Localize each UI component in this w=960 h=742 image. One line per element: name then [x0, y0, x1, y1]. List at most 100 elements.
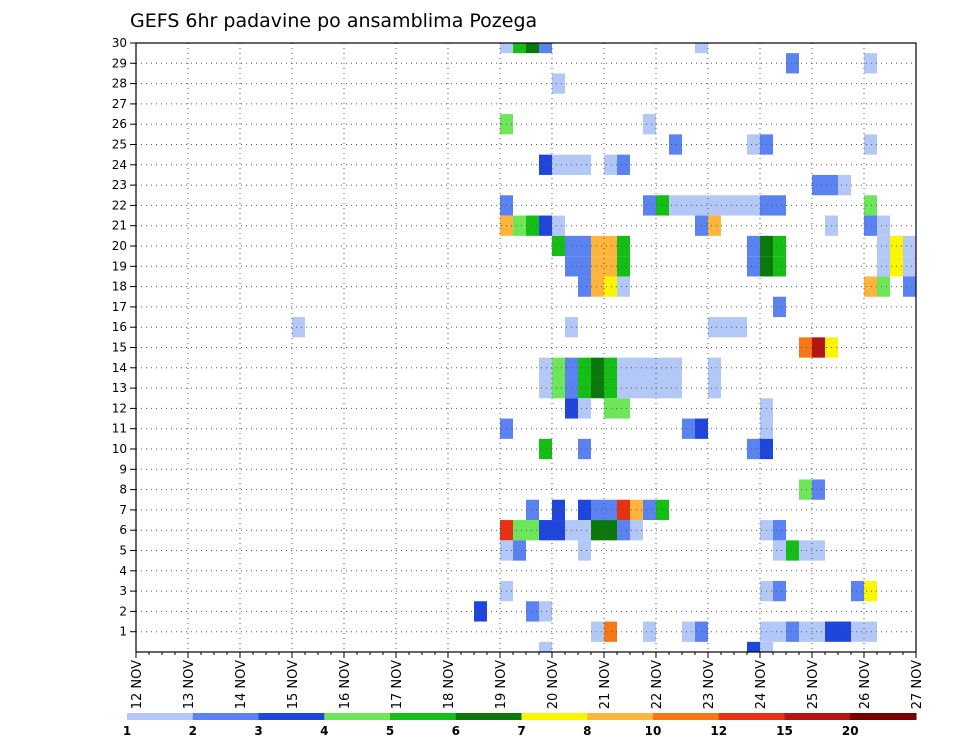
heatmap-cell — [617, 154, 630, 175]
heatmap-cell — [799, 621, 812, 642]
heatmap-cell — [903, 235, 916, 257]
y-tick-label: 5 — [119, 544, 127, 558]
heatmap-cell — [526, 215, 539, 236]
y-tick-label: 15 — [112, 341, 127, 355]
heatmap-cell — [851, 580, 864, 602]
heatmap-cell — [669, 357, 682, 378]
y-tick-label: 2 — [119, 604, 127, 618]
heatmap-cell — [539, 377, 552, 399]
heatmap-cell — [617, 276, 630, 297]
heatmap-cell — [552, 235, 565, 257]
heatmap-cell — [604, 377, 617, 399]
colorbar-label: 3 — [254, 724, 262, 738]
heatmap-cell — [643, 114, 656, 135]
heatmap-cell — [643, 357, 656, 378]
heatmap-cell — [578, 154, 591, 175]
heatmap-cell — [500, 43, 513, 54]
heatmap-cell — [552, 499, 565, 521]
heatmap-cell — [591, 520, 604, 541]
chart-title: GEFS 6hr padavine po ansamblima Pozega — [130, 10, 537, 32]
y-tick-label: 25 — [112, 138, 127, 152]
heatmap-cell — [838, 174, 851, 196]
heatmap-cell — [578, 235, 591, 257]
colorbar-label: 12 — [710, 724, 727, 738]
heatmap-cell — [734, 317, 747, 338]
heatmap-cell — [604, 520, 617, 541]
heatmap-cell — [578, 540, 591, 561]
y-tick-label: 21 — [112, 219, 127, 233]
heatmap-cell — [578, 276, 591, 297]
x-tick-label: 14 NOV — [234, 660, 249, 709]
colorbar-swatch — [390, 713, 457, 720]
heatmap-cell — [799, 479, 812, 500]
heatmap-cell — [708, 195, 721, 216]
y-tick-label: 20 — [112, 239, 127, 253]
y-tick-label: 26 — [112, 117, 127, 131]
heatmap-cell — [695, 43, 708, 54]
y-tick-label: 29 — [112, 56, 127, 70]
heatmap-cell — [526, 520, 539, 541]
colorbar-swatch — [784, 713, 851, 720]
heatmap-cell — [760, 641, 773, 652]
y-axis: 1234567891011121314151617181920212223242… — [112, 36, 136, 639]
heatmap-cell — [643, 621, 656, 642]
y-tick-label: 14 — [112, 361, 127, 375]
colorbar-swatch — [587, 713, 654, 720]
heatmap-cell — [552, 215, 565, 236]
heatmap-cell — [812, 621, 825, 642]
heatmap-cell — [552, 154, 565, 175]
heatmap-cell — [539, 641, 552, 652]
colorbar-swatch — [653, 713, 720, 720]
heatmap-cell — [604, 235, 617, 257]
x-tick-label: 24 NOV — [754, 660, 769, 709]
heatmap-cell — [773, 540, 786, 561]
heatmap-cell — [669, 134, 682, 155]
colorbar-label: 4 — [320, 724, 328, 738]
heatmap-cell — [708, 377, 721, 399]
y-tick-label: 27 — [112, 97, 127, 111]
x-tick-label: 17 NOV — [390, 660, 405, 709]
heatmap-cell — [513, 520, 526, 541]
heatmap-cell — [578, 520, 591, 541]
y-tick-label: 19 — [112, 259, 127, 273]
heatmap-cell — [799, 337, 812, 358]
heatmap-cell — [747, 235, 760, 257]
heatmap-cell — [539, 215, 552, 236]
heatmap-cell — [539, 520, 552, 541]
y-tick-label: 17 — [112, 300, 127, 314]
heatmap-cell — [604, 154, 617, 175]
heatmap-cell — [578, 499, 591, 521]
heatmap-cell — [773, 580, 786, 602]
heatmap-cell — [877, 235, 890, 257]
y-tick-label: 13 — [112, 381, 127, 395]
colorbar-swatch — [718, 713, 785, 720]
y-tick-label: 16 — [112, 320, 127, 334]
heatmap-cell — [708, 357, 721, 378]
x-tick-label: 22 NOV — [650, 660, 665, 709]
heatmap-cell — [864, 276, 877, 297]
heatmap-cells — [292, 43, 916, 652]
y-tick-label: 6 — [119, 523, 127, 537]
heatmap-cell — [539, 357, 552, 378]
y-tick-label: 8 — [119, 483, 127, 497]
x-tick-label: 20 NOV — [546, 660, 561, 709]
y-tick-label: 24 — [112, 158, 127, 172]
x-tick-label: 15 NOV — [286, 660, 301, 709]
heatmap-cell — [812, 540, 825, 561]
heatmap-cell — [617, 520, 630, 541]
colorbar-label: 1 — [123, 724, 131, 738]
heatmap-cell — [591, 276, 604, 297]
heatmap-cell — [617, 357, 630, 378]
heatmap-cell — [591, 499, 604, 521]
heatmap-cell — [786, 621, 799, 642]
heatmap-cell — [604, 621, 617, 642]
y-tick-label: 9 — [119, 462, 127, 476]
heatmap-cell — [513, 540, 526, 561]
heatmap-cell — [747, 641, 760, 652]
y-tick-label: 1 — [119, 625, 127, 639]
heatmap-cell — [526, 499, 539, 521]
colorbar-label: 15 — [776, 724, 793, 738]
heatmap-cell — [526, 601, 539, 622]
heatmap-cell — [591, 256, 604, 277]
